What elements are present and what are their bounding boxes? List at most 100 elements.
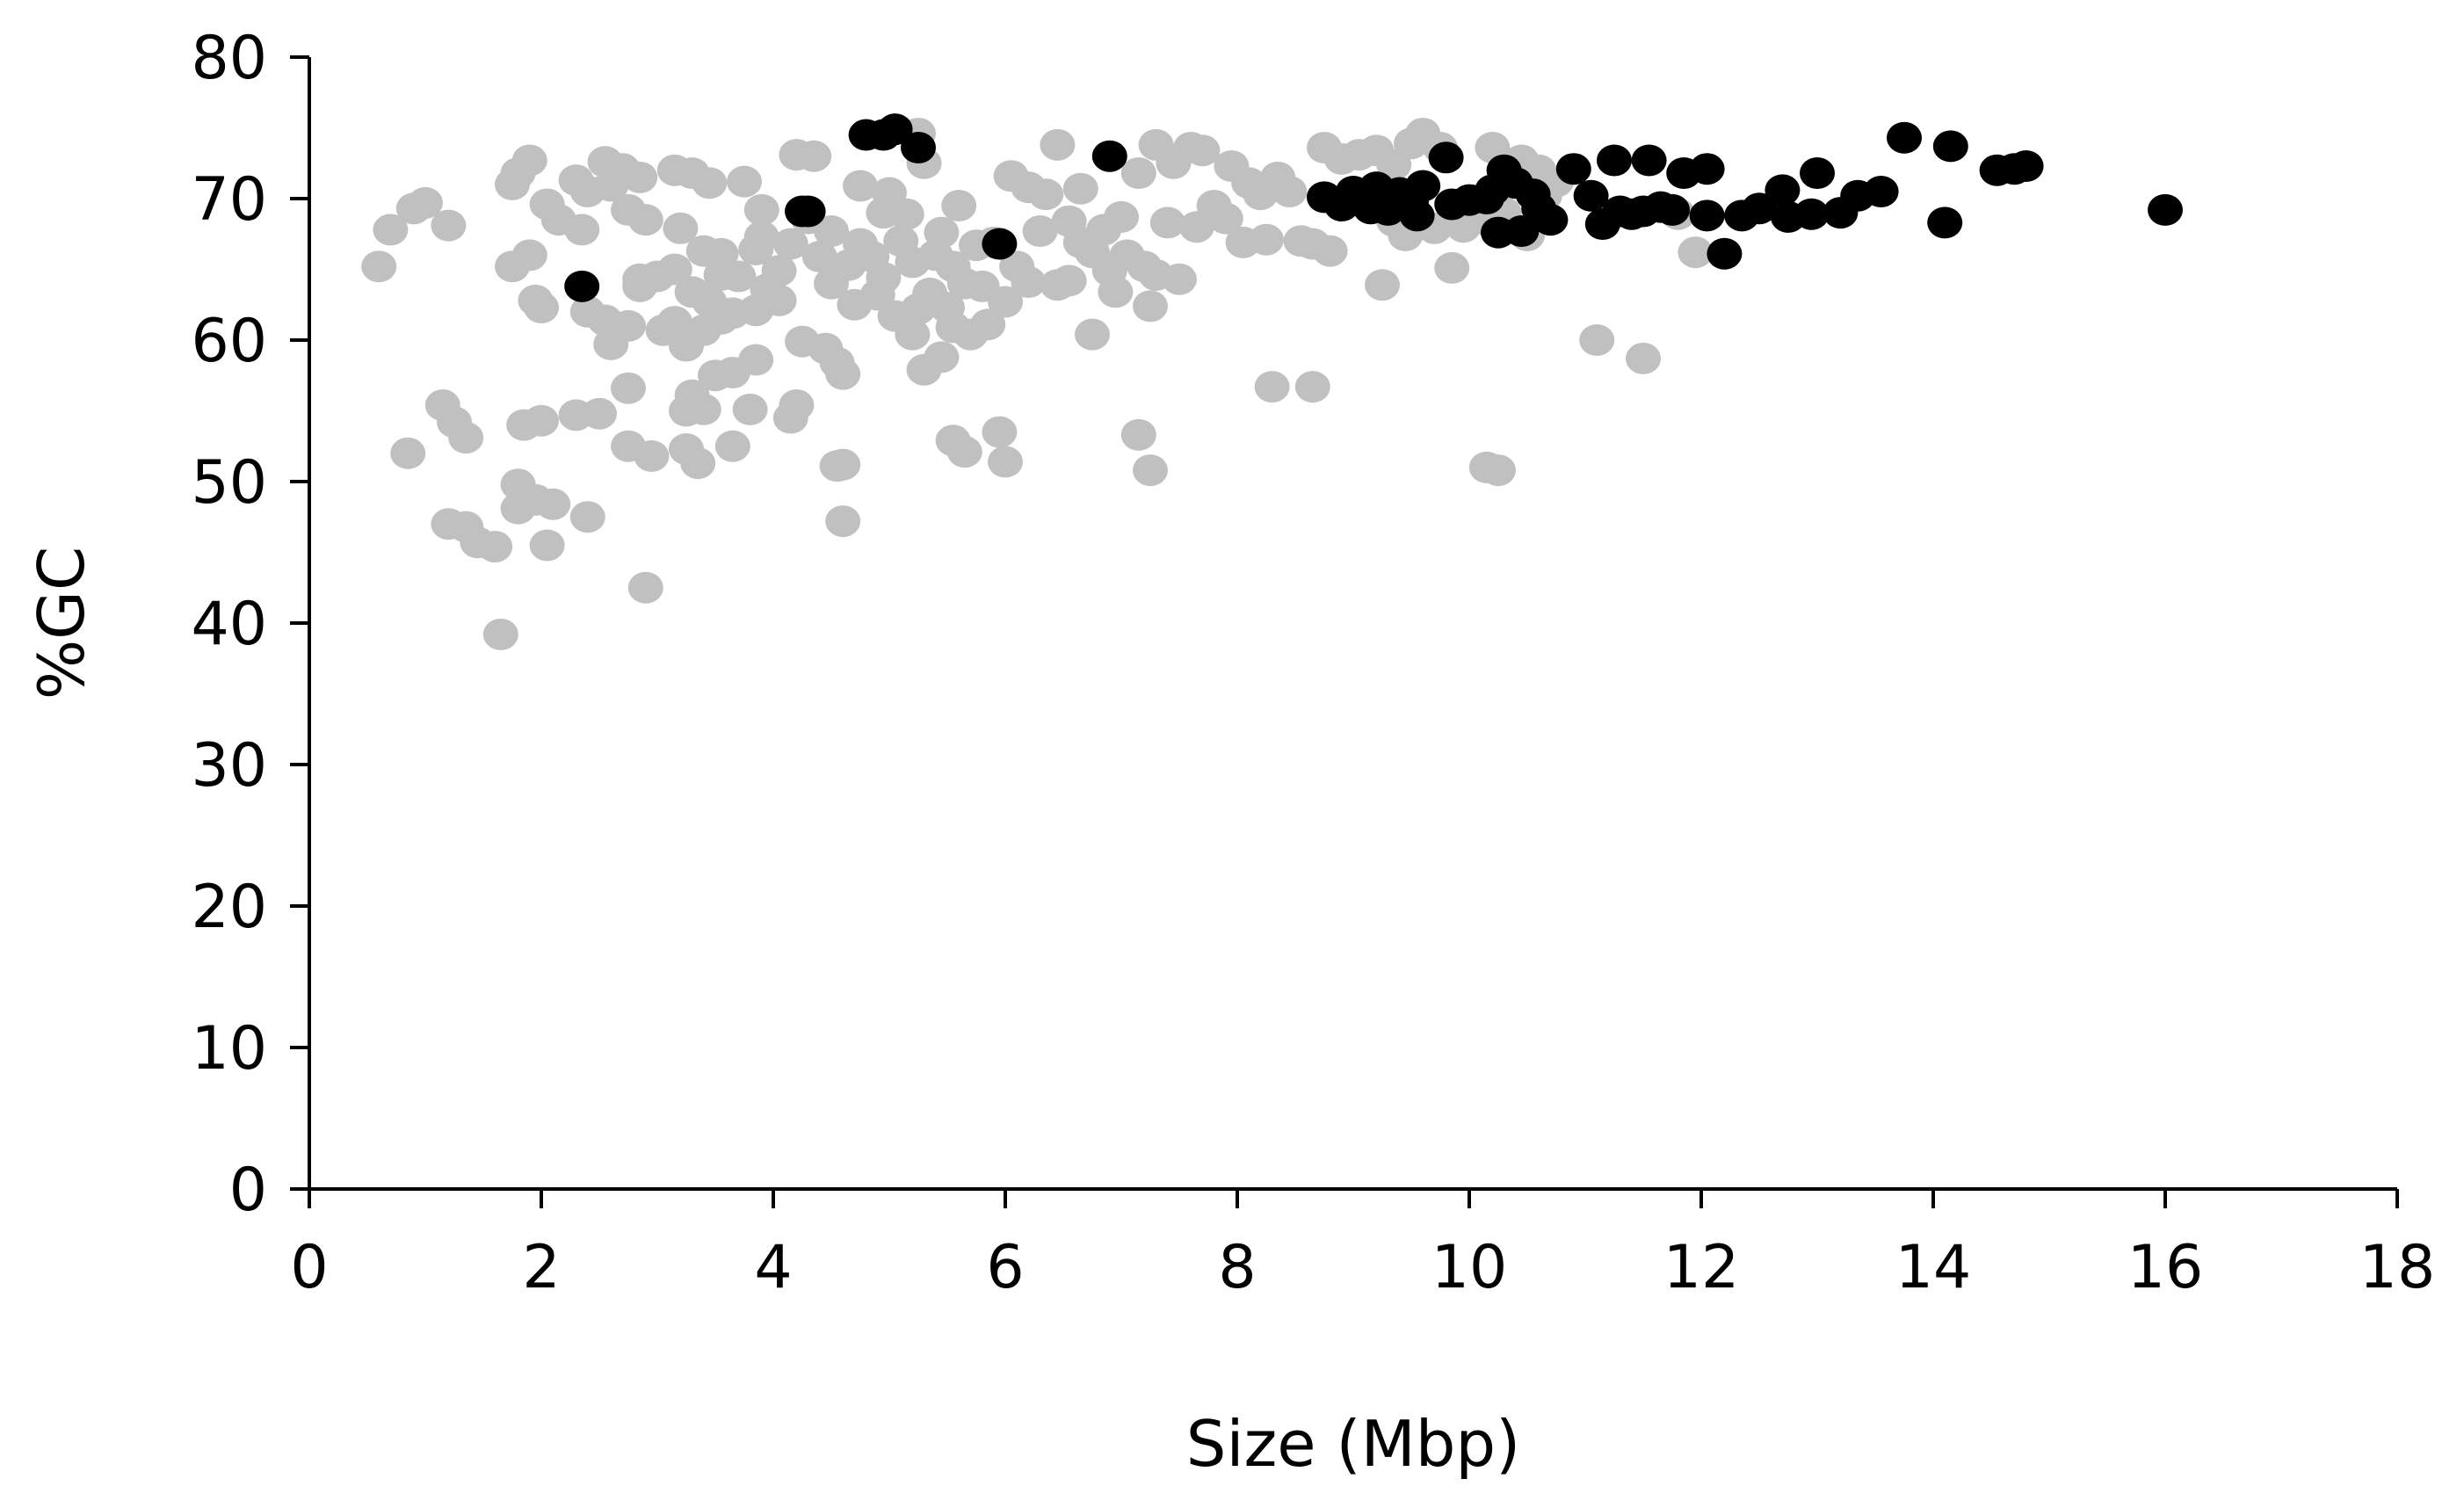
gray-data-point [982, 416, 1018, 448]
y-tick-label: 80 [191, 24, 267, 93]
black-data-point [1405, 170, 1441, 202]
black-data-point [1533, 204, 1569, 236]
data-points [361, 113, 2183, 650]
black-data-point [2008, 149, 2044, 182]
gray-data-point [1091, 255, 1127, 287]
gray-data-point [714, 297, 750, 330]
gray-data-point [970, 308, 1006, 341]
x-tick-label: 0 [290, 1233, 328, 1302]
black-data-point [1428, 141, 1464, 174]
gray-data-point [511, 144, 547, 177]
y-axis-ticks: 0 10 20 30 40 50 60 70 80 [191, 24, 309, 1225]
y-axis-title: %GC [25, 547, 98, 700]
black-data-point [1689, 199, 1725, 232]
gray-data-point [674, 379, 710, 411]
y-tick-label: 70 [191, 165, 267, 235]
gray-data-point [825, 448, 861, 481]
black-data-point [1655, 193, 1690, 226]
gray-data-point [888, 198, 924, 230]
black-data-point [1468, 183, 1504, 214]
gray-data-point [814, 215, 849, 248]
gray-data-point [772, 228, 808, 260]
gray-data-point [1028, 178, 1064, 211]
gray-data-point [895, 246, 931, 279]
black-data-point [1555, 153, 1591, 185]
black-data-point [564, 270, 600, 302]
gray-data-point [361, 250, 397, 283]
gray-data-point [1178, 211, 1214, 243]
gray-data-point [1062, 172, 1098, 205]
x-tick-label: 4 [754, 1233, 792, 1302]
x-tick-label: 12 [1663, 1233, 1740, 1302]
gray-data-point [611, 372, 646, 404]
gray-data-point [477, 531, 513, 563]
black-data-point [1091, 140, 1127, 172]
black-data-point [790, 195, 826, 228]
gray-data-point [431, 209, 467, 242]
gray-data-point [1120, 418, 1156, 451]
gray-data-point [611, 309, 646, 342]
gray-data-point [738, 344, 774, 376]
gray-data-point [634, 440, 670, 473]
gray-data-point [535, 488, 571, 520]
gray-data-point [1626, 342, 1661, 374]
gray-data-point [685, 314, 721, 346]
x-tick-label: 2 [522, 1233, 560, 1302]
gray-data-point [1249, 223, 1284, 256]
black-data-point [1927, 207, 1963, 239]
x-axis-ticks: 0 2 4 6 8 10 12 14 16 18 [290, 1189, 2435, 1302]
gray-data-point [1272, 175, 1308, 207]
y-tick-label: 50 [191, 448, 267, 518]
black-data-point [1515, 178, 1551, 211]
gray-data-point [772, 402, 808, 434]
gray-data-point [825, 505, 861, 538]
gray-data-point [593, 170, 629, 202]
gray-data-point [1051, 265, 1087, 297]
black-data-point [1742, 192, 1777, 225]
gray-data-point [801, 241, 837, 273]
gray-data-point [843, 170, 878, 202]
x-tick-label: 16 [2127, 1233, 2204, 1302]
gray-data-point [1162, 263, 1197, 295]
black-data-point [1689, 153, 1725, 185]
gray-data-point [738, 233, 774, 265]
gray-data-point [732, 393, 768, 425]
gray-data-point [1365, 269, 1400, 301]
gray-data-point [569, 501, 605, 533]
x-axis-title: Size (Mbp) [1186, 1407, 1520, 1481]
gray-data-point [924, 216, 960, 249]
gray-data-point [727, 165, 762, 198]
gray-data-point [692, 167, 728, 199]
gray-data-point [761, 284, 797, 316]
y-tick-label: 40 [191, 590, 267, 659]
black-data-point [1597, 144, 1632, 177]
gray-data-point [1104, 200, 1139, 233]
gray-data-point [656, 306, 692, 338]
gray-data-point [390, 437, 426, 469]
black-data-point [982, 228, 1018, 260]
y-tick-label: 60 [191, 307, 267, 376]
x-tick-label: 18 [2359, 1233, 2436, 1302]
gray-data-point [866, 262, 902, 294]
gray-data-point [1120, 157, 1156, 190]
gray-data-point [930, 291, 965, 323]
gray-data-point [1294, 371, 1330, 403]
y-tick-label: 10 [191, 1014, 267, 1084]
gray-data-point [1481, 454, 1516, 487]
gray-data-point [837, 288, 873, 321]
x-tick-label: 6 [986, 1233, 1024, 1302]
gray-data-point [622, 161, 658, 193]
gray-data-point [714, 430, 750, 462]
gray-data-point [999, 250, 1035, 283]
gray-data-point [743, 193, 779, 226]
gray-data-point [1434, 251, 1470, 284]
black-data-point [1887, 121, 1922, 154]
black-data-point [1504, 215, 1540, 248]
gray-data-point [1040, 128, 1076, 161]
gray-data-point [1579, 324, 1615, 356]
black-data-point [1794, 198, 1830, 230]
black-data-point [1863, 175, 1899, 207]
gray-data-point [524, 404, 559, 437]
gray-data-point [663, 212, 699, 244]
gray-data-point [988, 446, 1023, 478]
